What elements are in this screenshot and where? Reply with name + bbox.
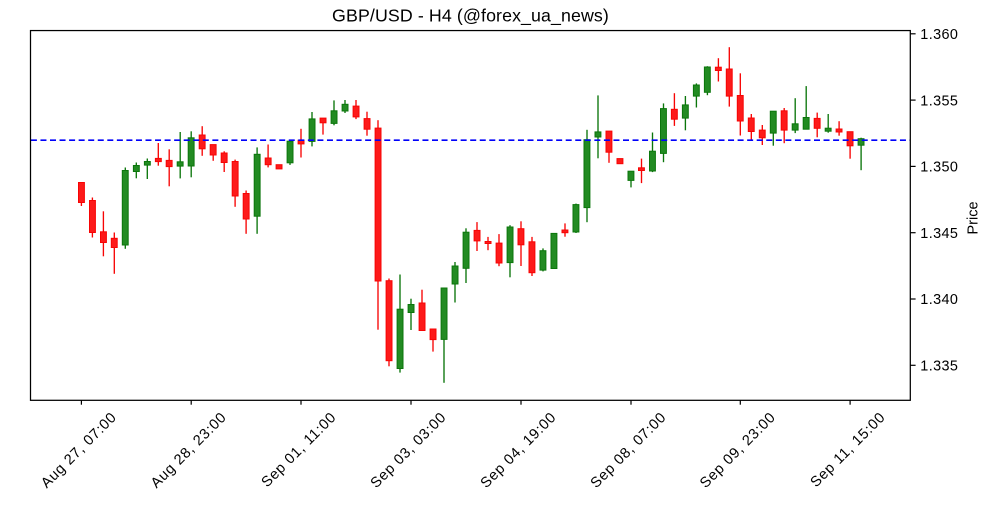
- svg-text:1.345: 1.345: [920, 226, 958, 242]
- svg-text:1.335: 1.335: [920, 359, 958, 375]
- svg-text:GBP/USD - H4 (@forex_ua_news): GBP/USD - H4 (@forex_ua_news): [332, 5, 609, 26]
- svg-text:1.360: 1.360: [920, 27, 958, 43]
- svg-text:1.355: 1.355: [920, 93, 958, 109]
- svg-text:1.350: 1.350: [920, 160, 958, 176]
- svg-text:Price: Price: [966, 201, 982, 234]
- svg-text:1.340: 1.340: [920, 292, 958, 308]
